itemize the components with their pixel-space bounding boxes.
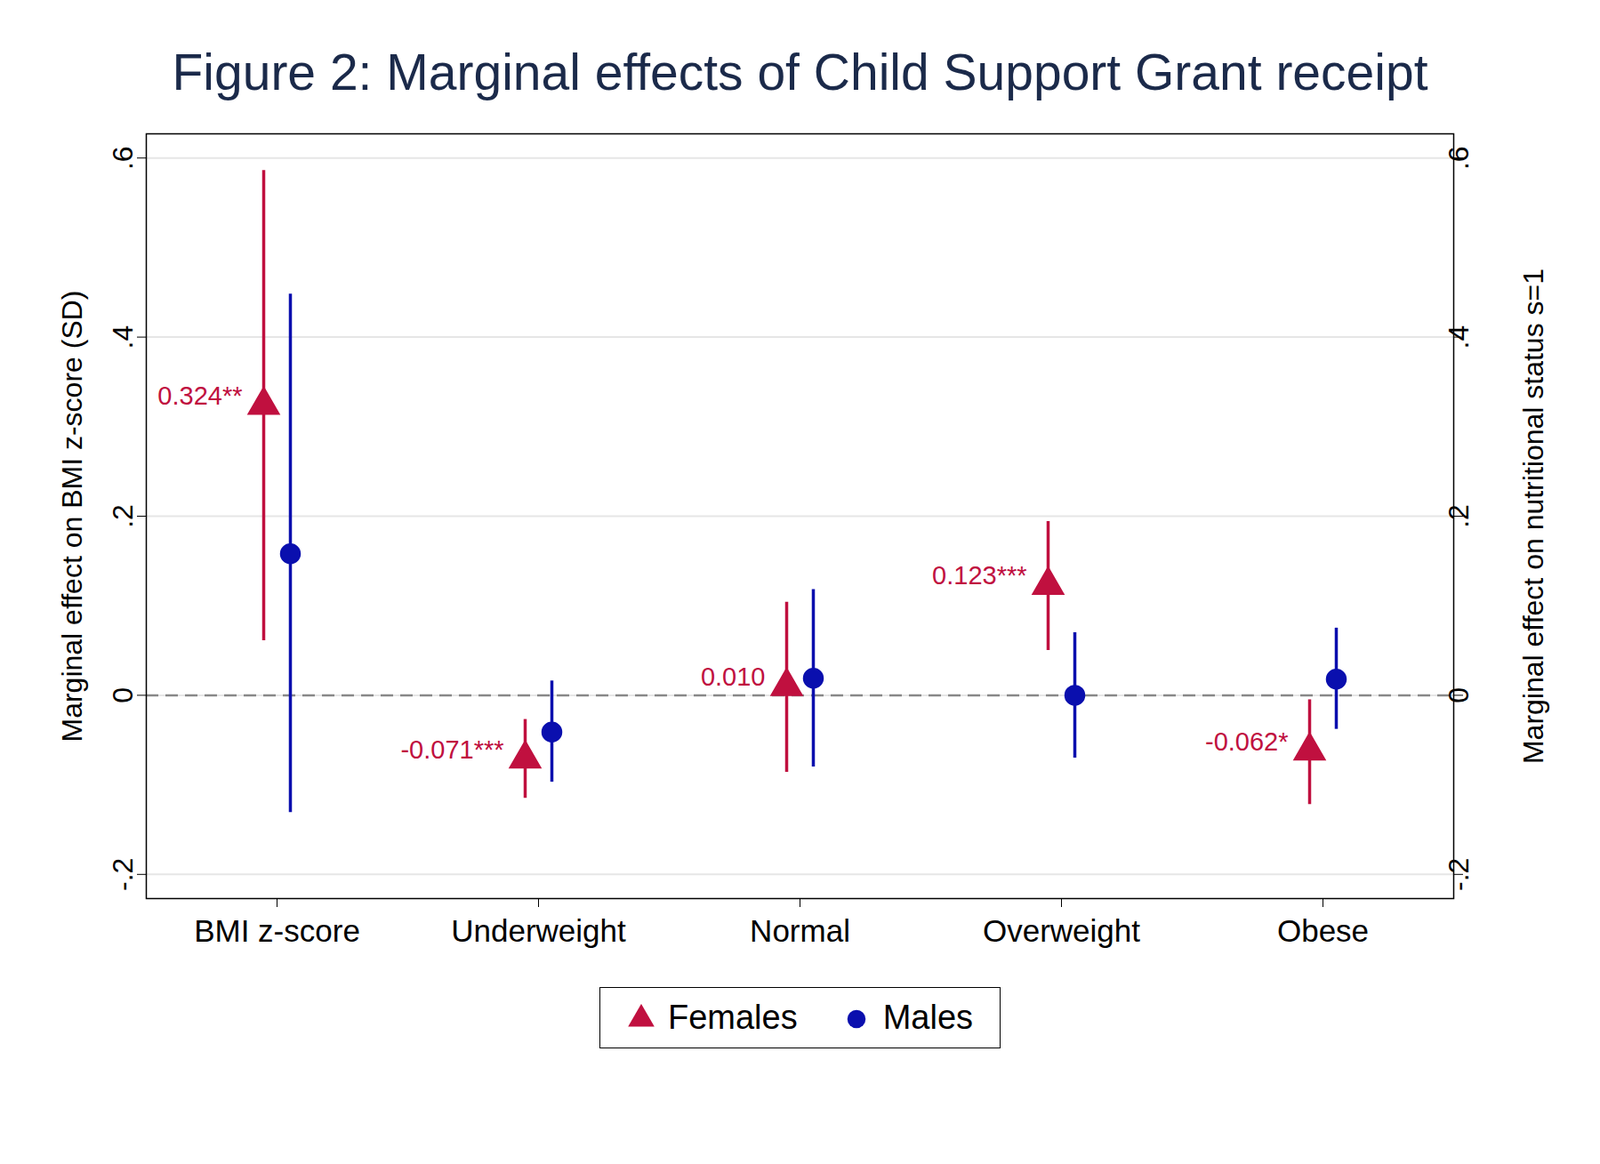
svg-text:-0.071***: -0.071*** <box>400 735 504 764</box>
html-text:Figure 2: Marginal effects of: Figure 2: Marginal effects of Child Supp… <box>172 43 1428 101</box>
svg-text:Obese: Obese <box>1277 913 1369 949</box>
svg-text:.4: .4 <box>1442 325 1475 350</box>
svg-text:Overweight: Overweight <box>982 913 1141 949</box>
svg-text:Marginal effect on nutritional: Marginal effect on nutritional status s=… <box>1517 268 1550 764</box>
svg-text:-.2: -.2 <box>1442 858 1475 892</box>
svg-text:0.324**: 0.324** <box>157 381 242 411</box>
html-text:Males: Males <box>882 998 973 1037</box>
svg-text:0.123***: 0.123*** <box>932 561 1027 590</box>
svg-text:-0.062*: -0.062* <box>1205 727 1289 756</box>
svg-text:0: 0 <box>106 687 139 704</box>
svg-text:BMI z-score: BMI z-score <box>193 913 361 949</box>
svg-text:.6: .6 <box>106 145 139 170</box>
svg-text:.4: .4 <box>106 325 139 350</box>
svg-text:Marginal effect on BMI z-score: Marginal effect on BMI z-score (SD) <box>56 289 89 742</box>
svg-text:0: 0 <box>1442 687 1475 704</box>
svg-text:Underweight: Underweight <box>450 913 627 949</box>
svg-text:.2: .2 <box>106 504 139 529</box>
svg-text:0.010: 0.010 <box>700 662 766 692</box>
svg-text:Normal: Normal <box>749 913 851 949</box>
svg-text:-.2: -.2 <box>106 858 139 892</box>
svg-text:.6: .6 <box>1442 145 1475 170</box>
html-text:Females: Females <box>667 998 798 1037</box>
svg-text:.2: .2 <box>1442 504 1475 529</box>
